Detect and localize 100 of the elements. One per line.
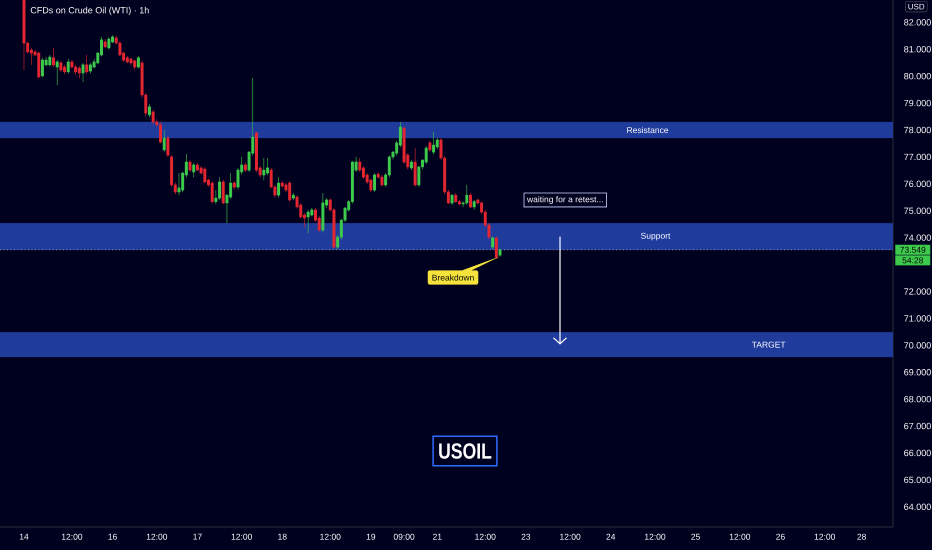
x-tick-label: 12:00 <box>814 534 836 540</box>
candlestick <box>192 162 196 178</box>
candlestick <box>465 184 468 206</box>
text: 54:28 <box>902 257 924 264</box>
x-tick-label: 12:00 <box>146 534 168 540</box>
candlestick <box>37 52 40 78</box>
candlestick <box>159 122 162 144</box>
candlestick <box>222 180 225 204</box>
candlestick <box>48 54 52 66</box>
candlestick <box>166 136 170 158</box>
y-tick-label: 72.000 <box>904 288 931 295</box>
candlestick <box>280 180 284 188</box>
y-tick-label: 74.000 <box>904 234 931 241</box>
candlestick <box>450 194 454 206</box>
candlestick <box>472 200 476 210</box>
band-label: Resistance <box>627 126 668 134</box>
candlestick <box>78 66 81 78</box>
annotation: USOIL <box>439 443 492 459</box>
x-tick-label: 24 <box>606 534 616 540</box>
candlestick <box>277 176 280 198</box>
candlestick <box>66 58 70 74</box>
x-tick-label: 12:00 <box>232 534 252 540</box>
candlestick <box>107 36 110 50</box>
annotation: waiting for a retest... <box>526 196 603 204</box>
candlestick <box>288 180 292 202</box>
y-tick-label: 81.000 <box>904 46 931 52</box>
candlestick <box>491 236 494 250</box>
x-tick-label: 17 <box>193 534 202 540</box>
candlestick <box>152 110 155 124</box>
candlestick <box>321 192 324 233</box>
candlestick <box>410 160 413 170</box>
y-tick-label: 82.000 <box>904 19 931 26</box>
x-tick-label: 16 <box>108 534 117 540</box>
candlestick <box>262 158 266 180</box>
x-tick-label: 12:00 <box>320 534 341 540</box>
candlestick <box>88 62 92 74</box>
ref-line-label: 73.549 <box>900 246 926 253</box>
candlestick <box>63 64 66 74</box>
band-label: Support <box>640 232 670 240</box>
candlestick <box>454 192 458 203</box>
candlestick <box>232 180 236 190</box>
candlestick <box>498 248 502 257</box>
y-tick-label: 65.000 <box>904 476 931 484</box>
y-tick-label: 79.000 <box>904 100 931 106</box>
candlestick <box>177 172 180 196</box>
candlestick <box>82 62 85 82</box>
candlestick <box>210 180 214 204</box>
candlestick <box>469 192 472 208</box>
y-tick-label: 75.000 <box>904 208 931 214</box>
candlestick <box>196 162 199 172</box>
candlestick <box>148 104 151 118</box>
y-tick-label: 68.000 <box>904 396 931 402</box>
candlestick <box>428 140 432 152</box>
x-tick-label: 21 <box>432 534 442 540</box>
candlestick <box>188 160 192 172</box>
candlestick <box>104 38 107 48</box>
text: CFDs on Crude Oil (WTI) · 1h <box>30 6 149 16</box>
band-label: TARGET <box>752 342 786 348</box>
x-tick-label: 09:00 <box>394 534 414 540</box>
y-tick-label: 80.000 <box>904 72 931 80</box>
x-tick-label: 23 <box>522 534 530 540</box>
x-tick-label: 12:00 <box>560 534 580 540</box>
y-axis-title: USD <box>908 4 924 10</box>
x-tick-label: 12:00 <box>645 534 666 540</box>
candlestick <box>203 166 206 184</box>
candlestick <box>52 48 55 68</box>
candlestick <box>306 210 310 234</box>
y-tick-label: 78.000 <box>904 126 931 134</box>
candlestick <box>244 162 247 172</box>
y-tick-label: 71.000 <box>904 315 931 322</box>
y-tick-label: 69.000 <box>904 369 931 376</box>
x-tick-label: 12:00 <box>475 534 496 540</box>
candlestick <box>380 174 384 187</box>
candlestick <box>162 130 166 152</box>
candlestick <box>56 60 59 86</box>
y-tick-label: 66.000 <box>904 450 931 456</box>
x-tick-label: 18 <box>278 534 287 540</box>
candlestick <box>126 56 129 64</box>
x-tick-label: 12:00 <box>62 534 82 540</box>
candlestick <box>218 176 222 200</box>
candlestick <box>494 236 498 259</box>
x-tick-label: 26 <box>776 534 785 540</box>
candlestick <box>373 172 376 192</box>
candlestick <box>414 148 417 187</box>
annotation: Breakdown <box>432 274 474 281</box>
candlestick <box>85 54 88 74</box>
y-tick-label: 67.000 <box>904 422 931 430</box>
candlestick <box>130 58 132 66</box>
x-tick-label: 12:00 <box>730 534 750 540</box>
x-tick-label: 25 <box>691 534 700 540</box>
candlestick <box>22 0 26 70</box>
candlestick <box>432 132 436 155</box>
x-tick-label: 28 <box>857 534 866 540</box>
candlestick <box>59 60 62 72</box>
y-tick-label: 76.000 <box>904 180 931 188</box>
y-tick-label: 70.000 <box>904 342 931 349</box>
candlestick <box>292 192 295 200</box>
y-tick-label: 64.000 <box>904 504 931 510</box>
candlestick <box>133 60 136 70</box>
candlestick <box>136 56 140 68</box>
